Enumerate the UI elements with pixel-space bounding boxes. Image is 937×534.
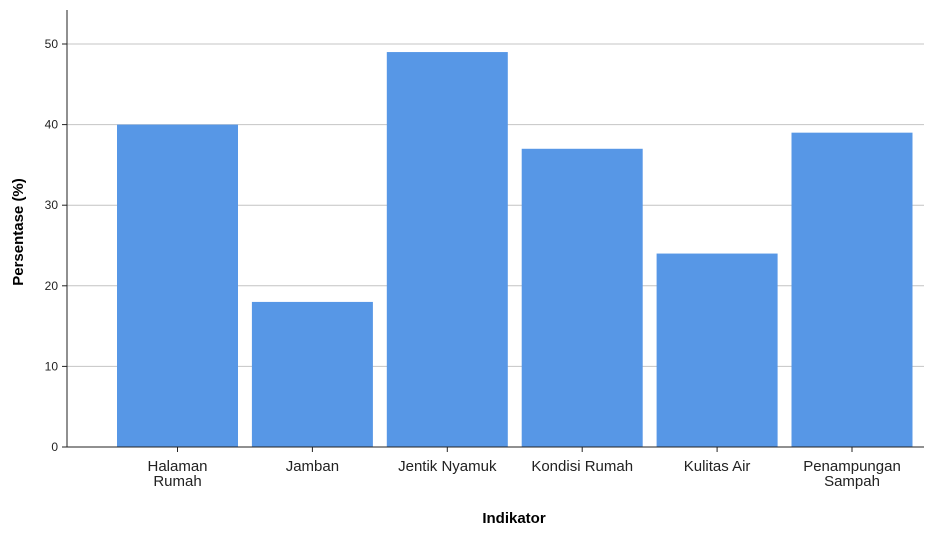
x-tick-label-line: Sampah (824, 473, 880, 490)
bar (251, 301, 373, 447)
axes (62, 10, 924, 452)
x-tick-label: Halaman Rumah (147, 458, 207, 490)
y-tick-label: 0 (51, 440, 58, 454)
bar (791, 132, 913, 447)
x-axis-title: Indikator (482, 510, 546, 527)
bar (117, 124, 238, 447)
x-tick-label: Jamban (286, 458, 339, 475)
y-tick-label: 30 (45, 198, 59, 212)
x-tick-label-line: Penampungan (803, 458, 901, 475)
x-tick-label-line: Halaman (147, 458, 207, 475)
x-tick-label-line: Kulitas Air (684, 458, 751, 475)
y-tick-labels: 0 10 20 30 40 50 (45, 37, 59, 454)
y-tick-label: 50 (45, 37, 59, 51)
y-tick-label: 40 (45, 118, 59, 132)
bars (117, 52, 913, 448)
y-tick-label: 20 (45, 279, 59, 293)
x-tick-label: Penampungan Sampah (803, 458, 901, 490)
bar (521, 148, 643, 447)
x-tick-label-line: Kondisi Rumah (531, 458, 633, 475)
x-tick-label: Jentik Nyamuk (398, 458, 497, 475)
bar (386, 52, 508, 448)
y-tick-label: 10 (45, 359, 59, 373)
x-tick-labels: Halaman Rumah Jamban Jentik Nyamuk Kondisi R… (147, 458, 900, 490)
x-tick-label: Kulitas Air (684, 458, 751, 475)
x-tick-label-line: Rumah (153, 473, 201, 490)
x-tick-label-line: Jentik Nyamuk (398, 458, 497, 475)
y-axis-title: Persentase (%) (10, 178, 27, 286)
x-tick-label: Kondisi Rumah (531, 458, 633, 475)
x-tick-label-line: Jamban (286, 458, 339, 475)
bar (656, 253, 778, 447)
